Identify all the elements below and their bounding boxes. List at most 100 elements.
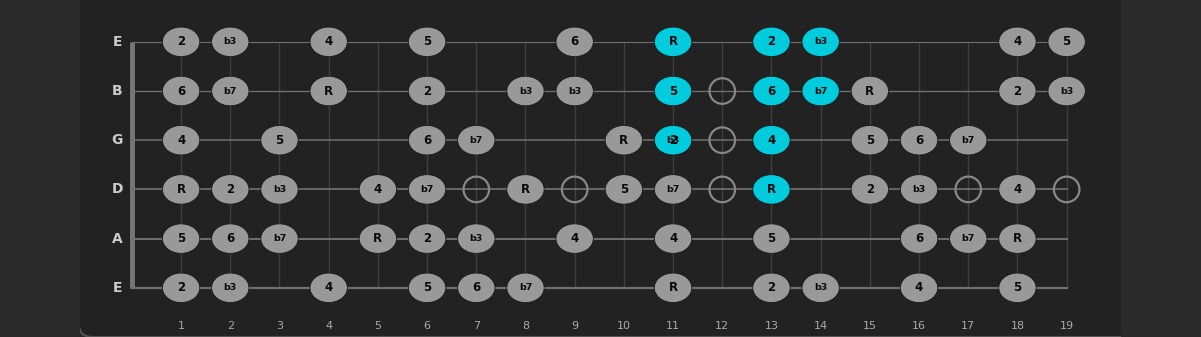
Text: 4: 4 <box>324 35 333 48</box>
Text: b3: b3 <box>814 283 827 292</box>
Text: 4: 4 <box>669 232 677 245</box>
Ellipse shape <box>999 76 1036 106</box>
Text: 2: 2 <box>1014 85 1022 97</box>
Ellipse shape <box>852 125 889 155</box>
Text: 17: 17 <box>961 321 975 331</box>
Text: b3: b3 <box>273 185 286 194</box>
Text: 11: 11 <box>667 321 680 331</box>
Ellipse shape <box>753 224 790 253</box>
Ellipse shape <box>310 76 347 106</box>
Ellipse shape <box>359 224 396 253</box>
Text: R: R <box>374 232 382 245</box>
Ellipse shape <box>999 175 1036 204</box>
Ellipse shape <box>310 273 347 303</box>
Text: 2: 2 <box>423 232 431 245</box>
Text: 13: 13 <box>765 321 778 331</box>
Text: 5: 5 <box>375 321 382 331</box>
Ellipse shape <box>655 125 692 155</box>
Text: 6: 6 <box>177 85 185 97</box>
Ellipse shape <box>901 175 938 204</box>
Text: 2: 2 <box>177 281 185 294</box>
Ellipse shape <box>802 76 839 106</box>
Text: 1: 1 <box>178 321 185 331</box>
Ellipse shape <box>458 125 495 155</box>
Text: b7: b7 <box>420 185 434 194</box>
Text: b3: b3 <box>667 136 680 145</box>
Ellipse shape <box>162 224 199 253</box>
Ellipse shape <box>999 224 1036 253</box>
Ellipse shape <box>162 27 199 57</box>
Text: 6: 6 <box>424 321 431 331</box>
Ellipse shape <box>556 224 593 253</box>
Ellipse shape <box>753 273 790 303</box>
Text: 4: 4 <box>767 134 776 147</box>
Text: 6: 6 <box>226 232 234 245</box>
Ellipse shape <box>408 273 446 303</box>
Text: 5: 5 <box>423 281 431 294</box>
Ellipse shape <box>211 175 249 204</box>
Ellipse shape <box>507 76 544 106</box>
Ellipse shape <box>359 175 396 204</box>
Ellipse shape <box>162 76 199 106</box>
Ellipse shape <box>605 125 643 155</box>
Text: b7: b7 <box>667 185 680 194</box>
Text: 4: 4 <box>325 321 333 331</box>
Ellipse shape <box>211 224 249 253</box>
Text: 6: 6 <box>915 232 924 245</box>
Text: 5: 5 <box>275 134 283 147</box>
Text: 4: 4 <box>915 281 924 294</box>
Ellipse shape <box>261 224 298 253</box>
Ellipse shape <box>753 27 790 57</box>
Ellipse shape <box>458 273 495 303</box>
Ellipse shape <box>408 27 446 57</box>
Text: R: R <box>324 85 333 97</box>
Text: 5: 5 <box>767 232 776 245</box>
Ellipse shape <box>408 175 446 204</box>
FancyBboxPatch shape <box>79 0 1137 337</box>
Ellipse shape <box>655 76 692 106</box>
Ellipse shape <box>852 76 889 106</box>
Text: b3: b3 <box>814 37 827 46</box>
Text: b7: b7 <box>814 87 827 95</box>
Text: b7: b7 <box>962 136 975 145</box>
Text: E: E <box>113 281 121 295</box>
Text: 5: 5 <box>1063 35 1071 48</box>
Text: 14: 14 <box>813 321 827 331</box>
Ellipse shape <box>655 273 692 303</box>
Text: R: R <box>865 85 874 97</box>
Ellipse shape <box>655 125 692 155</box>
Text: G: G <box>112 133 123 147</box>
Text: 6: 6 <box>472 281 480 294</box>
Ellipse shape <box>1048 27 1086 57</box>
Text: 19: 19 <box>1059 321 1074 331</box>
Ellipse shape <box>753 76 790 106</box>
Text: 8: 8 <box>522 321 528 331</box>
Ellipse shape <box>1048 76 1086 106</box>
Ellipse shape <box>211 27 249 57</box>
Ellipse shape <box>901 125 938 155</box>
Text: 5: 5 <box>423 35 431 48</box>
Text: R: R <box>177 183 186 196</box>
Text: 4: 4 <box>1014 35 1022 48</box>
Text: 16: 16 <box>912 321 926 331</box>
Text: B: B <box>112 84 123 98</box>
Text: 2: 2 <box>423 85 431 97</box>
Ellipse shape <box>655 27 692 57</box>
Text: E: E <box>113 35 121 49</box>
Ellipse shape <box>999 27 1036 57</box>
Text: R: R <box>1012 232 1022 245</box>
Text: b7: b7 <box>470 136 483 145</box>
Text: 15: 15 <box>862 321 877 331</box>
Ellipse shape <box>211 273 249 303</box>
Ellipse shape <box>852 175 889 204</box>
Ellipse shape <box>753 125 790 155</box>
Text: b3: b3 <box>223 37 237 46</box>
Ellipse shape <box>556 27 593 57</box>
Text: 9: 9 <box>572 321 578 331</box>
Text: 6: 6 <box>767 85 776 97</box>
Text: 2: 2 <box>767 281 776 294</box>
Text: A: A <box>112 232 123 246</box>
Text: 5: 5 <box>1014 281 1022 294</box>
Text: 2: 2 <box>866 183 874 196</box>
Text: b3: b3 <box>1060 87 1074 95</box>
